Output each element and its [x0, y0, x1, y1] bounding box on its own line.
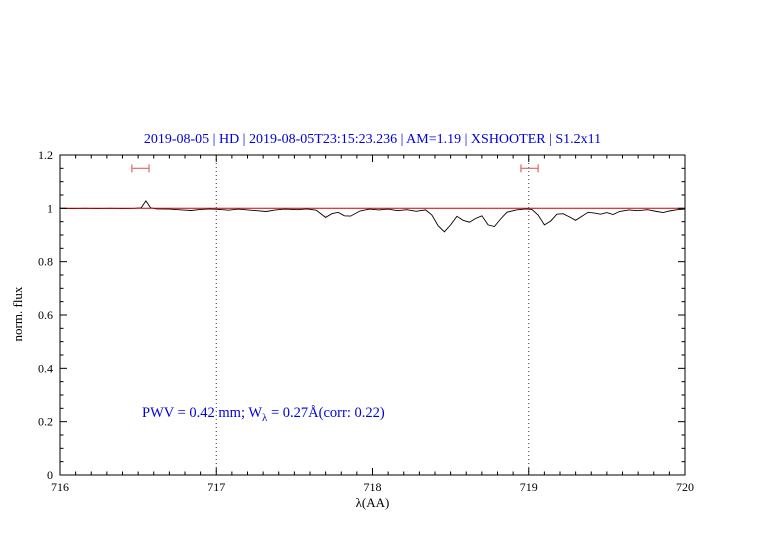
y-tick-label: 1.2 [38, 148, 53, 162]
pwv-range-marker [131, 164, 150, 173]
observed-spectrum [59, 200, 686, 233]
y-tick-label: 0 [47, 468, 53, 482]
plot-border [59, 154, 686, 476]
x-tick-label: 720 [676, 480, 694, 494]
y-tick-label: 0.2 [38, 415, 53, 429]
y-axis-label: norm. flux [10, 286, 25, 342]
y-tick-label: 0.4 [38, 361, 53, 375]
y-tick-label: 0.6 [38, 308, 53, 322]
x-tick-label: 717 [207, 480, 225, 494]
pwv-annotation: PWV = 0.42 mm; Wλ = 0.27Å(corr: 0.22) [142, 405, 385, 424]
pwv-range-marker [520, 164, 539, 173]
y-tick-label: 1 [47, 201, 53, 215]
pwv-annotation-suffix: = 0.27Å(corr: 0.22) [267, 405, 385, 421]
x-axis-label: λ(AA) [355, 495, 390, 510]
x-tick-label: 719 [520, 480, 538, 494]
y-tick-label: 0.8 [38, 255, 53, 269]
pwv-annotation-prefix: PWV = 0.42 mm; W [142, 405, 263, 421]
pwv-annotation-lambda-subscript: λ [262, 411, 268, 424]
x-tick-label: 716 [51, 480, 69, 494]
x-tick-label: 718 [364, 480, 382, 494]
plot-title: 2019-08-05 | HD | 2019-08-05T23:15:23.23… [143, 132, 602, 147]
